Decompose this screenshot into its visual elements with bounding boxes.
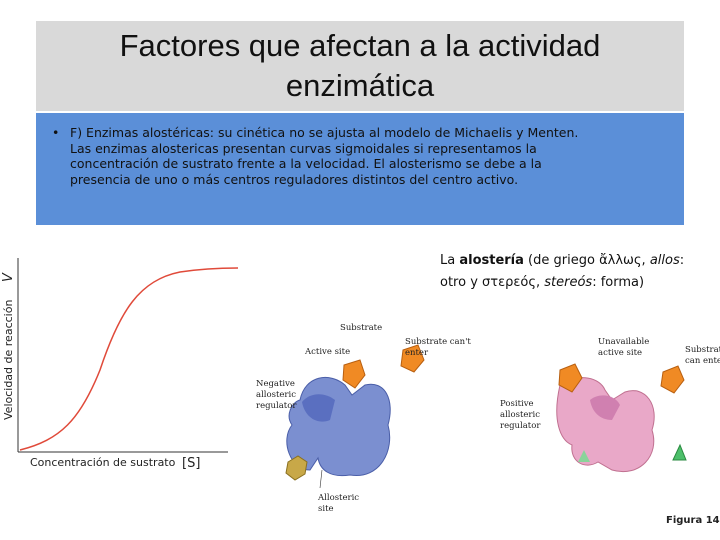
leader (319, 469, 323, 489)
bullet-line: Las enzimas alostericas presentan curvas… (70, 140, 537, 156)
figure-label: can enter (685, 356, 720, 366)
substrate (400, 344, 425, 373)
y-axis-symbol: V (1, 272, 16, 282)
note: La alostería (de griego ἄλλως, allos: otr… (440, 250, 684, 294)
note-text: alostería (459, 253, 524, 268)
note-line: La alostería (de griego ἄλλως, allos: (440, 250, 684, 272)
note-text: otro y (440, 275, 483, 290)
bullet-line: concentración de sustrato frente a la ve… (70, 156, 542, 171)
x-axis-label: Concentración de sustrato (30, 456, 176, 469)
enzyme-shade (590, 395, 620, 420)
bullet-line: presencia de uno o más centros regulador… (70, 171, 519, 187)
title-line: enzimática (285, 68, 435, 103)
figure-label: Positive (500, 399, 534, 409)
note-text: allos (649, 253, 680, 268)
figure-label: Active site (304, 347, 350, 357)
figure-label: allosteric (500, 410, 540, 420)
figure-label: enter (405, 348, 429, 358)
figure-label: Substrate (685, 345, 720, 355)
figure-label: Substrate (340, 323, 382, 333)
regulator (578, 450, 590, 462)
regulator (672, 443, 687, 461)
figure-label: active site (598, 348, 642, 358)
figure-label: Substrate can't (405, 337, 471, 347)
y-axis-label: Velocidad de reacción (2, 300, 15, 420)
note-line: otro y στερεός, stereós: forma) (440, 272, 684, 294)
note-text: , (536, 275, 545, 290)
note-text: (de griego (523, 253, 600, 268)
substrate (660, 365, 685, 394)
bullet-line: F) Enzimas alostéricas: su cinética no s… (70, 125, 579, 140)
substrate (558, 363, 583, 393)
title-line: Factores que afectan a la actividad (119, 28, 601, 63)
figure-label: Negative (256, 379, 295, 389)
note-text: : forma) (592, 275, 645, 290)
title-box: Factores que afectan a la actividad enzim… (36, 21, 684, 111)
note-text: stereós (544, 275, 593, 290)
figure-label: allosteric (256, 390, 296, 400)
note-text: στερεός (482, 275, 536, 290)
x-axis-symbol: [S] (182, 456, 200, 471)
note-text: , (641, 253, 650, 268)
enzyme (556, 377, 655, 472)
figure-label: Allosteric (317, 493, 359, 503)
enzyme-shade (302, 394, 335, 422)
figure-caption: Figura 14.10 (666, 515, 720, 526)
figure-label: regulator (500, 421, 541, 431)
sigmoid-curve (19, 267, 239, 451)
note-text: : (679, 253, 685, 268)
figure-label: site (318, 504, 334, 514)
substrate (342, 359, 366, 389)
note-text: La (440, 253, 460, 268)
note-text: ἄλλως (599, 253, 642, 268)
figure-label: regulator (256, 401, 297, 411)
bullet-box: • F) Enzimas alostéricas: su cinética no… (36, 113, 684, 225)
figure-label: Unavailable (598, 337, 649, 347)
bullet-marker: • (52, 125, 60, 140)
regulator (285, 455, 308, 481)
